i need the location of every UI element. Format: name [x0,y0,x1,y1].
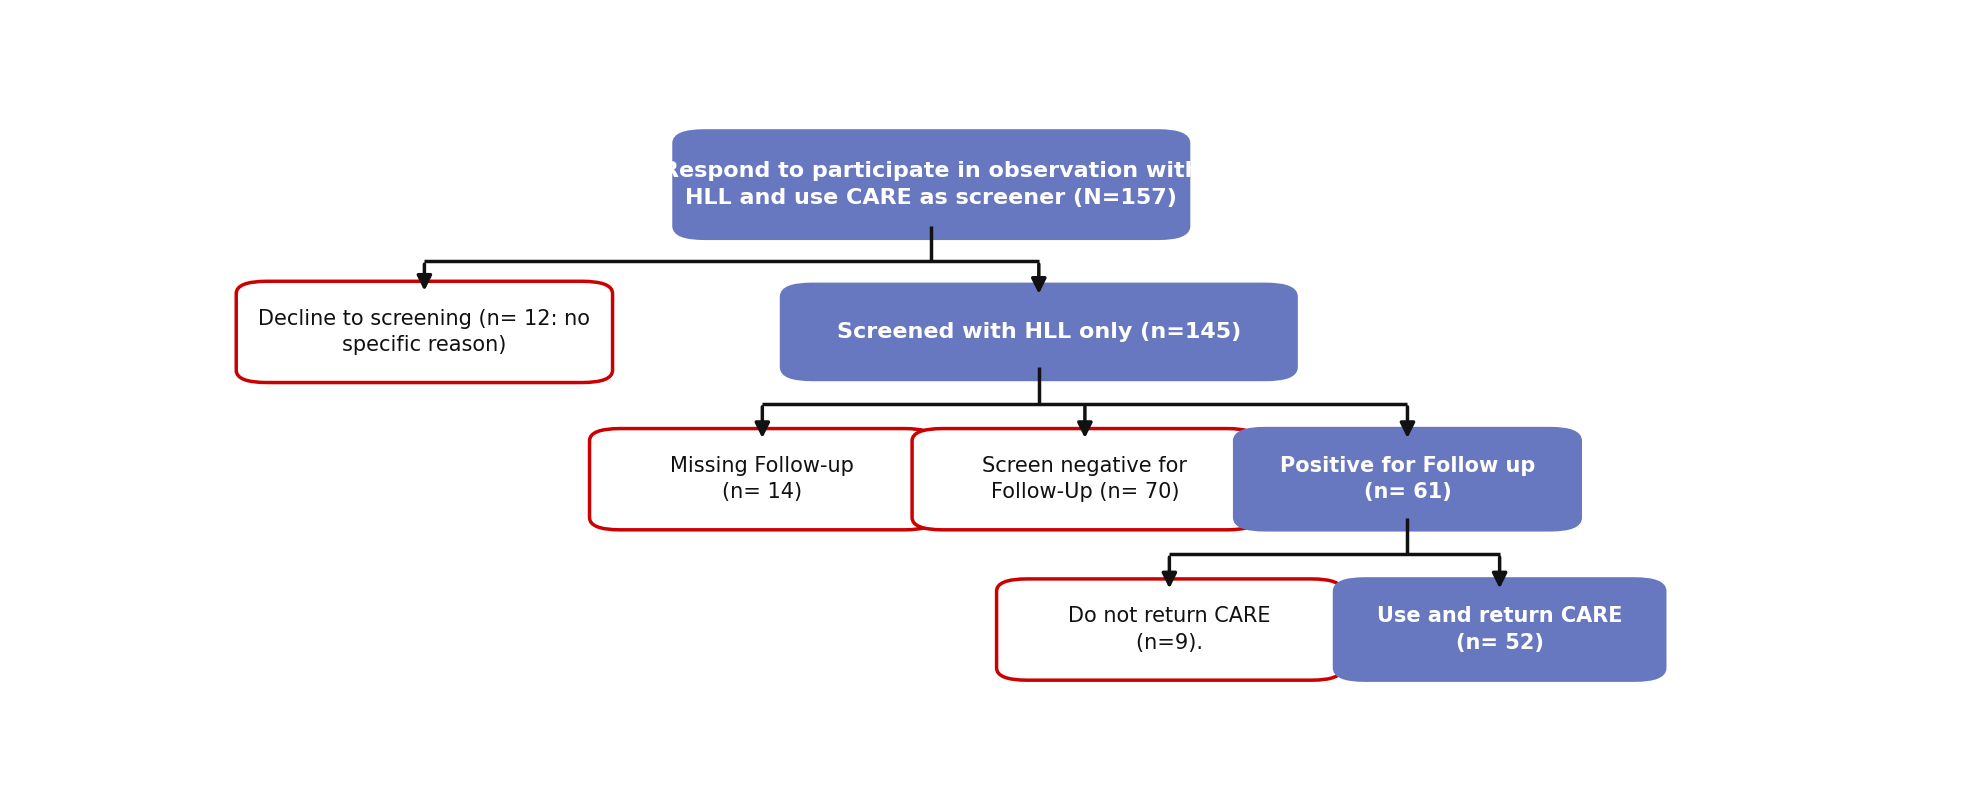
FancyBboxPatch shape [1235,429,1580,530]
Text: Do not return CARE
(⁣n=9).: Do not return CARE (⁣n=9). [1068,607,1270,653]
FancyBboxPatch shape [236,281,612,383]
FancyBboxPatch shape [997,579,1342,680]
FancyBboxPatch shape [1334,579,1665,680]
Text: Missing Follow-up
(⁣n= 14): Missing Follow-up (⁣n= 14) [670,456,854,502]
Text: Positive for Follow up
(⁣n= 61): Positive for Follow up (⁣n= 61) [1280,456,1536,502]
FancyBboxPatch shape [912,429,1259,530]
Text: Screen negative for
Follow-Up (n= 70): Screen negative for Follow-Up (n= 70) [983,456,1187,502]
FancyBboxPatch shape [781,285,1296,379]
Text: Decline to screening (n= 12: no
specific reason): Decline to screening (n= 12: no specific… [258,308,591,355]
Text: Use and return CARE
(⁣n= 52): Use and return CARE (⁣n= 52) [1377,607,1623,653]
Text: Screened with HLL only (⁣n=145): Screened with HLL only (⁣n=145) [836,322,1241,342]
FancyBboxPatch shape [674,131,1189,238]
Text: Respond to participate in observation with
HLL and use CARE as screener (⁣N=157): Respond to participate in observation wi… [662,162,1201,208]
FancyBboxPatch shape [589,429,936,530]
